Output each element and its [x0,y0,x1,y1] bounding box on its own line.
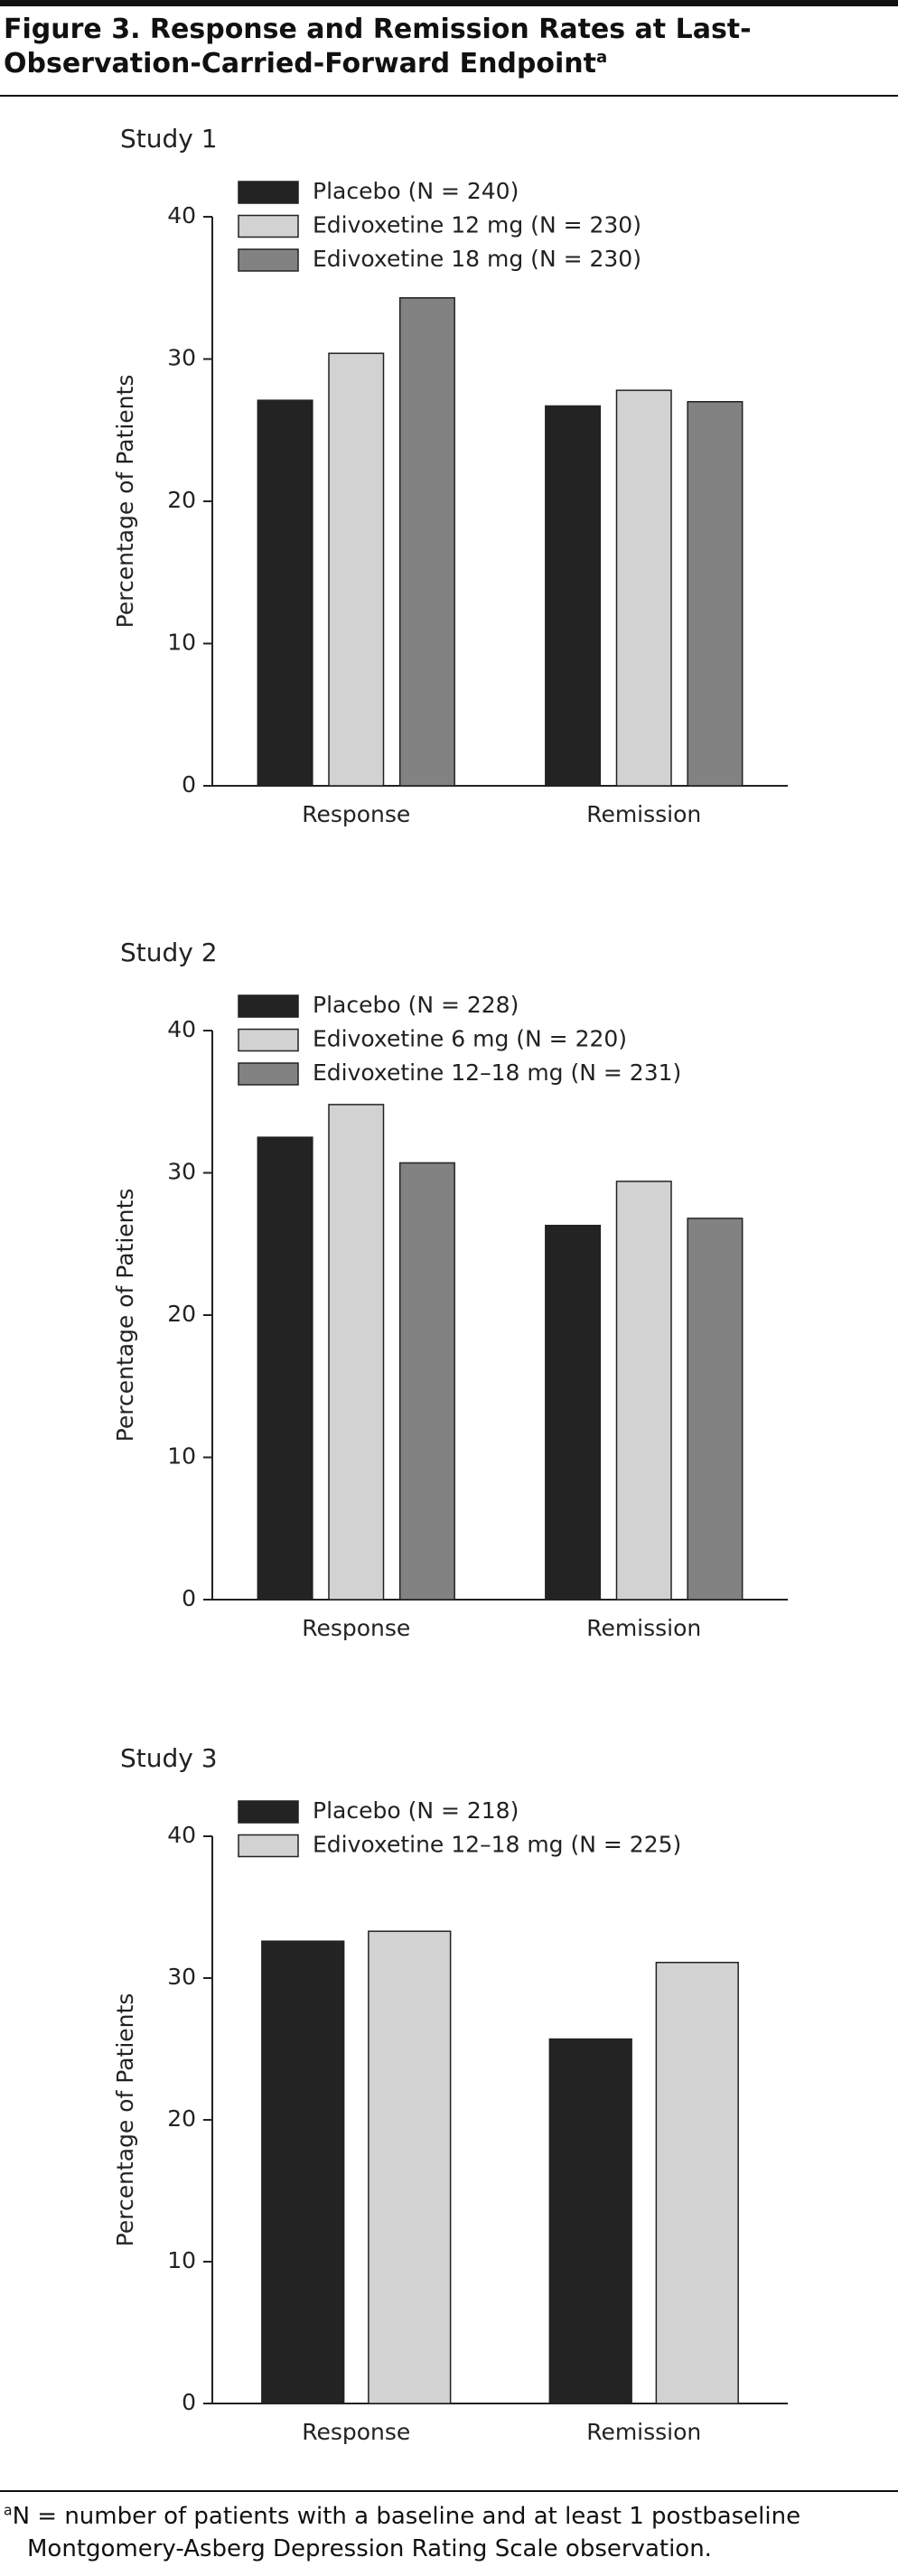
x-tick-label: Remission [586,2419,701,2445]
y-tick-label: 40 [167,1822,196,1848]
legend-swatch [238,1028,299,1052]
chart-title: Study 3 [120,1743,218,1773]
bar [548,2038,632,2404]
y-tick-label: 10 [167,630,196,656]
y-tick-label: 0 [182,771,196,798]
y-tick-label: 30 [167,345,196,371]
y-axis-label: Percentage of Patients [112,375,138,629]
bar [368,1930,452,2404]
footnote-marker: a [4,2502,13,2519]
legend-swatch [238,994,299,1018]
y-tick-label: 20 [167,487,196,513]
bar [655,1961,739,2404]
legend-label: Placebo (N = 228) [313,992,519,1018]
bar [687,401,744,787]
y-tick-label: 20 [167,2105,196,2132]
legend-swatch [238,248,299,272]
bar [687,1218,744,1601]
x-tick-label: Remission [586,801,701,827]
y-tick-label: 40 [167,202,196,229]
y-axis-label: Percentage of Patients [112,1993,138,2247]
bar [615,1181,672,1601]
y-tick-label: 40 [167,1016,196,1042]
legend-swatch [238,1800,299,1824]
footnote: aN = number of patients with a baseline … [4,2500,885,2565]
legend-swatch [238,1062,299,1086]
bar [398,297,455,787]
legend-label: Edivoxetine 18 mg (N = 230) [313,246,641,272]
legend-label: Edivoxetine 6 mg (N = 220) [313,1026,627,1052]
title-marker: a [595,48,608,67]
title-text: Figure 3. Response and Remission Rates a… [4,14,752,79]
legend-label: Edivoxetine 12–18 mg (N = 231) [313,1059,681,1086]
legend-swatch [238,214,299,238]
y-tick-label: 0 [182,2389,196,2415]
x-tick-label: Response [302,1615,410,1641]
y-tick-label: 20 [167,1301,196,1327]
y-tick-label: 30 [167,1159,196,1185]
x-tick-label: Response [302,2419,410,2445]
legend-swatch [238,1834,299,1858]
legend-label: Edivoxetine 12 mg (N = 230) [313,212,641,238]
legend-label: Placebo (N = 240) [313,178,519,204]
y-tick-label: 10 [167,2247,196,2273]
chart-title: Study 2 [120,938,218,967]
figure-title: Figure 3. Response and Remission Rates a… [4,13,889,81]
chart-title: Study 1 [120,124,218,154]
bar [328,352,385,787]
top-rule [0,0,898,6]
bar [545,1225,602,1601]
bar [398,1162,455,1601]
footnote-text: N = number of patients with a baseline a… [12,2503,801,2562]
bar [261,1940,345,2404]
bar [328,1104,385,1601]
y-tick-label: 0 [182,1585,196,1611]
legend-swatch [238,181,299,204]
bar [545,405,602,787]
y-tick-label: 10 [167,1443,196,1470]
legend-label: Edivoxetine 12–18 mg (N = 225) [313,1832,681,1858]
legend-label: Placebo (N = 218) [313,1797,519,1824]
bar [257,1136,313,1601]
y-tick-label: 30 [167,1964,196,1990]
bar [257,399,313,787]
x-tick-label: Remission [586,1615,701,1641]
x-tick-label: Response [302,801,410,827]
bar [615,389,672,787]
y-axis-label: Percentage of Patients [112,1189,138,1442]
